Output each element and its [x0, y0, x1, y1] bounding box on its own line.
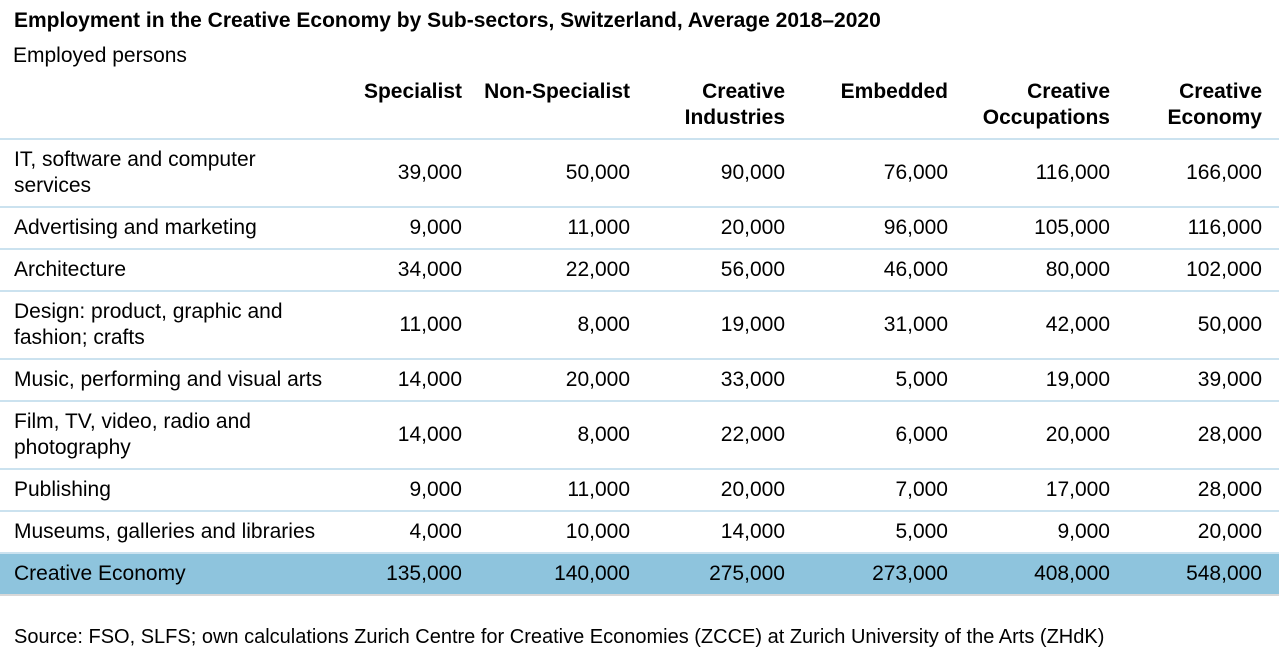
cell-value: 8,000: [462, 401, 630, 470]
cell-value: 408,000: [948, 553, 1110, 596]
cell-value: 28,000: [1110, 401, 1279, 470]
total-row: Creative Economy 135,000 140,000 275,000 273…: [0, 553, 1279, 596]
cell-value: 135,000: [345, 553, 462, 596]
cell-value: 19,000: [630, 291, 785, 360]
row-label: IT, software and computer services: [0, 139, 345, 208]
col-header-creative-occupations: Creative Occupations: [948, 73, 1110, 140]
cell-value: 275,000: [630, 553, 785, 596]
cell-value: 20,000: [462, 359, 630, 402]
cell-value: 116,000: [948, 139, 1110, 208]
col-header-creative-economy: Creative Economy: [1110, 73, 1279, 140]
col-header-creative-industries: Creative Industries: [630, 73, 785, 140]
cell-value: 76,000: [785, 139, 948, 208]
cell-value: 20,000: [630, 469, 785, 512]
cell-value: 8,000: [462, 291, 630, 360]
cell-value: 31,000: [785, 291, 948, 360]
cell-value: 39,000: [1110, 359, 1279, 402]
cell-value: 116,000: [1110, 207, 1279, 250]
row-label: Advertising and marketing: [0, 207, 345, 250]
row-label: Museums, galleries and libraries: [0, 511, 345, 554]
cell-value: 14,000: [630, 511, 785, 554]
table-row: Publishing 9,000 11,000 20,000 7,000 17,000 28…: [0, 469, 1279, 512]
cell-value: 22,000: [462, 249, 630, 292]
source-note: Source: FSO, SLFS; own calculations Zuri…: [14, 626, 1105, 648]
employment-table: Specialist Non-Specialist Creative Indus…: [0, 73, 1279, 596]
cell-value: 90,000: [630, 139, 785, 208]
cell-value: 22,000: [630, 401, 785, 470]
cell-value: 11,000: [345, 291, 462, 360]
table-row: Architecture 34,000 22,000 56,000 46,000 80,0…: [0, 249, 1279, 292]
table-row: Advertising and marketing 9,000 11,000 20,0…: [0, 207, 1279, 250]
cell-value: 14,000: [345, 401, 462, 470]
cell-value: 273,000: [785, 553, 948, 596]
cell-value: 80,000: [948, 249, 1110, 292]
cell-value: 4,000: [345, 511, 462, 554]
row-label: Creative Economy: [0, 553, 345, 596]
cell-value: 166,000: [1110, 139, 1279, 208]
table-row: IT, software and computer services 39,000…: [0, 139, 1279, 208]
cell-value: 42,000: [948, 291, 1110, 360]
cell-value: 50,000: [1110, 291, 1279, 360]
cell-value: 7,000: [785, 469, 948, 512]
row-label: Design: product, graphic and fashion; cr…: [0, 291, 345, 360]
col-header-non-specialist: Non-Specialist: [462, 73, 630, 140]
cell-value: 9,000: [948, 511, 1110, 554]
cell-value: 56,000: [630, 249, 785, 292]
cell-value: 14,000: [345, 359, 462, 402]
cell-value: 46,000: [785, 249, 948, 292]
cell-value: 34,000: [345, 249, 462, 292]
cell-value: 11,000: [462, 469, 630, 512]
cell-value: 102,000: [1110, 249, 1279, 292]
row-label: Film, TV, video, radio and photography: [0, 401, 345, 470]
cell-value: 20,000: [1110, 511, 1279, 554]
table-row: Design: product, graphic and fashion; cr…: [0, 291, 1279, 360]
table-row: Music, performing and visual arts 14,000 2…: [0, 359, 1279, 402]
table-row: Museums, galleries and libraries 4,000 10,…: [0, 511, 1279, 554]
cell-value: 9,000: [345, 469, 462, 512]
cell-value: 548,000: [1110, 553, 1279, 596]
row-label: Architecture: [0, 249, 345, 292]
unit-label: Employed persons: [13, 44, 187, 67]
col-header-specialist: Specialist: [345, 73, 462, 140]
cell-value: 28,000: [1110, 469, 1279, 512]
cell-value: 20,000: [948, 401, 1110, 470]
cell-value: 6,000: [785, 401, 948, 470]
cell-value: 5,000: [785, 511, 948, 554]
table-row: Film, TV, video, radio and photography 14…: [0, 401, 1279, 470]
cell-value: 105,000: [948, 207, 1110, 250]
cell-value: 140,000: [462, 553, 630, 596]
cell-value: 19,000: [948, 359, 1110, 402]
col-header-embedded: Embedded: [785, 73, 948, 140]
cell-value: 50,000: [462, 139, 630, 208]
cell-value: 9,000: [345, 207, 462, 250]
cell-value: 11,000: [462, 207, 630, 250]
row-label: Music, performing and visual arts: [0, 359, 345, 402]
cell-value: 17,000: [948, 469, 1110, 512]
cell-value: 33,000: [630, 359, 785, 402]
page-title: Employment in the Creative Economy by Su…: [14, 9, 881, 32]
header-spacer: [0, 73, 345, 140]
header-row: Specialist Non-Specialist Creative Indus…: [0, 73, 1279, 140]
cell-value: 39,000: [345, 139, 462, 208]
cell-value: 5,000: [785, 359, 948, 402]
cell-value: 20,000: [630, 207, 785, 250]
row-label: Publishing: [0, 469, 345, 512]
cell-value: 10,000: [462, 511, 630, 554]
cell-value: 96,000: [785, 207, 948, 250]
